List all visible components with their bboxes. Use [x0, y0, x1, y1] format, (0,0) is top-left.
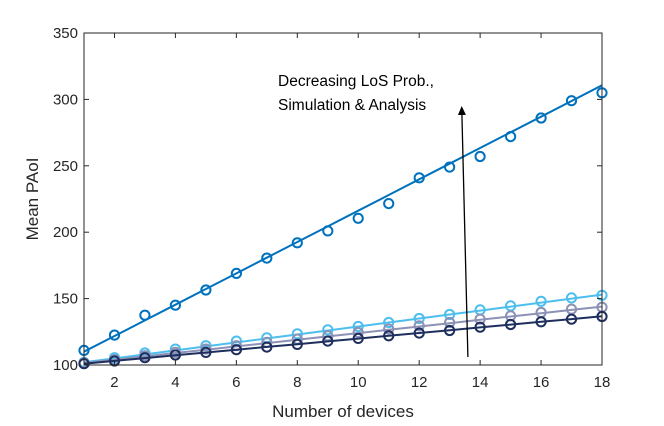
y-tick-label: 350	[53, 25, 78, 42]
simulation-point	[535, 316, 547, 328]
simulation-point	[139, 309, 151, 321]
x-tick-label: 16	[533, 374, 550, 391]
simulation-point	[352, 212, 364, 224]
simulation-point	[261, 252, 273, 264]
simulation-point	[505, 318, 517, 331]
simulation-point	[413, 172, 425, 184]
simulation-point	[413, 312, 425, 325]
simulation-point	[322, 335, 334, 347]
simulation-point	[383, 330, 395, 342]
simulation-point	[383, 323, 395, 335]
simulation-point	[169, 299, 181, 311]
annotation-layer: Decreasing LoS Prob., Simulation & Analy…	[278, 73, 469, 358]
x-tick-label: 4	[171, 374, 179, 391]
annotation-line-1: Decreasing LoS Prob.,	[278, 73, 434, 90]
x-tick-label: 6	[232, 374, 240, 391]
simulation-point	[474, 313, 486, 325]
annotation-arrow	[457, 106, 469, 358]
simulation-point	[230, 267, 242, 279]
simulation-point	[322, 324, 334, 336]
simulation-point	[169, 349, 181, 361]
simulation-point	[565, 95, 578, 107]
simulation-point	[108, 329, 121, 341]
simulation-point	[200, 343, 212, 355]
simulation-point	[108, 355, 121, 367]
y-tick-label: 200	[53, 224, 78, 241]
simulation-point	[444, 324, 456, 337]
y-tick-label: 300	[53, 91, 78, 108]
x-tick-label: 2	[110, 374, 118, 391]
simulation-point	[383, 198, 395, 210]
simulation-point	[200, 346, 212, 358]
simulation-point	[505, 131, 517, 143]
x-tick-label: 14	[472, 374, 489, 391]
simulation-point	[200, 284, 212, 296]
axis-layer: 2 4 6 8 10 12 14 16 18 100 150 200 250 300 350	[53, 25, 610, 391]
simulation-point	[413, 320, 425, 332]
simulation-point	[352, 326, 364, 339]
simulation-point	[535, 112, 547, 124]
y-tick-label: 100	[53, 357, 78, 374]
simulation-point	[565, 313, 578, 325]
simulation-point	[352, 320, 364, 333]
y-tick-label: 250	[53, 158, 78, 175]
simulation-point	[413, 327, 425, 339]
x-tick-label: 12	[411, 374, 428, 391]
simulation-point	[565, 292, 578, 304]
x-axis-title: Number of devices	[272, 402, 414, 421]
y-axis-title: Mean PAoI	[23, 158, 42, 241]
simulation-point	[291, 338, 303, 350]
simulation-point	[474, 321, 486, 333]
simulation-point	[444, 161, 456, 173]
simulation-point	[352, 332, 364, 344]
x-tick-label: 10	[350, 374, 367, 391]
axes-box	[83, 32, 603, 366]
x-tick-label: 8	[293, 374, 301, 391]
simulation-point	[261, 341, 273, 353]
simulation-point	[291, 237, 303, 249]
x-tick-label: 18	[594, 374, 611, 391]
simulation-point	[444, 308, 456, 321]
simulation-point	[230, 344, 242, 356]
simulation-point	[291, 328, 303, 340]
series-layer	[78, 84, 608, 370]
simulation-point	[444, 316, 456, 329]
simulation-point	[322, 225, 334, 237]
simulation-point	[474, 150, 486, 163]
annotation-line-2: Simulation & Analysis	[278, 97, 426, 114]
plot-area	[84, 33, 602, 365]
simulation-point	[383, 316, 395, 329]
y-tick-label: 150	[53, 291, 78, 308]
simulation-point	[139, 352, 151, 364]
simulation-point	[535, 295, 547, 307]
